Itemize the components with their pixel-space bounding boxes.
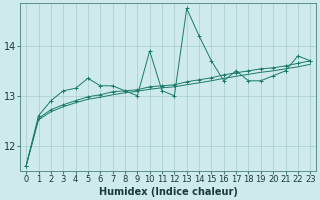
X-axis label: Humidex (Indice chaleur): Humidex (Indice chaleur) — [99, 187, 238, 197]
